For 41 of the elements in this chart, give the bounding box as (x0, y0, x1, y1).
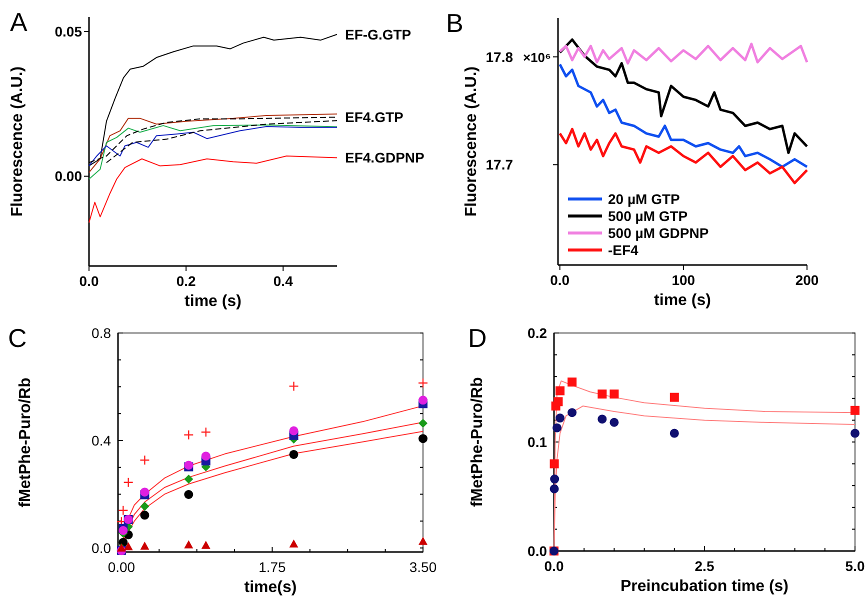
x-axis-title: time(s) (244, 579, 297, 596)
y-tick-label: 0.4 (92, 432, 112, 448)
y-tick-label: 17.7 (486, 156, 514, 173)
chart-title: D (468, 323, 487, 353)
x-axis-title: Preincubation time (s) (620, 578, 789, 595)
x-tick-label: 0.2 (176, 273, 196, 289)
y-axis-title: fMetPhe-Puro/Rb (17, 377, 34, 508)
text: ×10⁶ (522, 50, 552, 65)
x-tick-label: 0.00 (108, 559, 136, 575)
legend-label: 500 µM GTP (608, 208, 688, 224)
series-label: EF4.GTP (345, 109, 404, 126)
legend-label: 20 µM GTP (608, 191, 680, 207)
y-tick-label: 0.0 (528, 543, 548, 559)
x-tick-label: 0.0 (550, 272, 570, 288)
y-axis-title: Fluorescence (A.U.) (9, 66, 26, 217)
x-tick-label: 200 (795, 272, 819, 288)
x-axis-title: time (s) (654, 292, 711, 309)
series-label: EF4.GDPNP (345, 150, 424, 166)
x-tick-label: 3.50 (409, 559, 437, 575)
x-tick-label: 2.5 (694, 558, 714, 574)
legend-label: -EF4 (608, 242, 639, 258)
y-tick-label: 0.05 (54, 23, 82, 40)
y-tick-label: 0.0 (92, 540, 112, 556)
y-tick-label: 0.2 (528, 325, 548, 341)
y-axis-title: fMetPhe-Puro/Rb (469, 376, 486, 507)
series-label: EF-G.GTP (345, 26, 412, 42)
chart-title: C (8, 323, 27, 353)
y-tick-label: 17.8 (486, 48, 514, 65)
y-tick-label: 0.8 (92, 325, 112, 341)
x-tick-label: 5.0 (845, 558, 865, 574)
x-tick-label: 1.75 (258, 559, 286, 575)
x-axis-title: time (s) (184, 293, 242, 310)
x-tick-label: 0.4 (273, 273, 294, 289)
chart-title: B (446, 8, 464, 38)
x-tick-label: 100 (672, 272, 696, 288)
x-tick-label: 0.0 (79, 273, 99, 289)
legend-label: 500 µM GDPNP (608, 225, 709, 241)
y-tick-label: 0.1 (528, 434, 548, 450)
x-tick-label: 0.0 (544, 558, 564, 574)
chart-title: A (10, 7, 28, 37)
y-axis-title: Fluorescence (A.U.) (463, 66, 480, 217)
